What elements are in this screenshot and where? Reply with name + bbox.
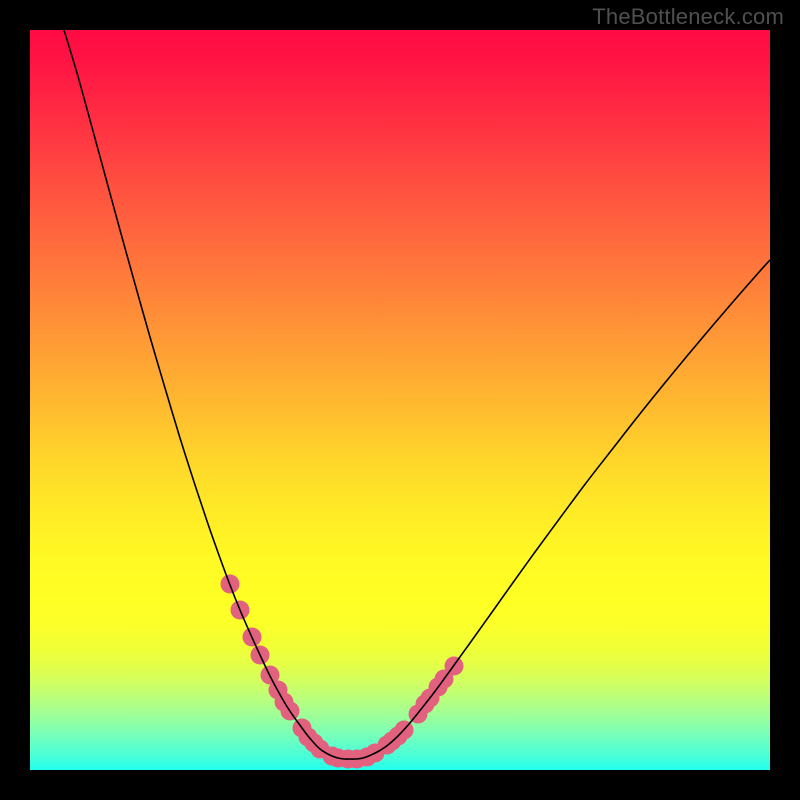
plot-area xyxy=(30,30,770,770)
watermark-text: TheBottleneck.com xyxy=(592,4,784,30)
bottleneck-curve-chart xyxy=(30,30,770,770)
bottleneck-curve xyxy=(64,30,770,759)
marker-group xyxy=(221,575,464,769)
